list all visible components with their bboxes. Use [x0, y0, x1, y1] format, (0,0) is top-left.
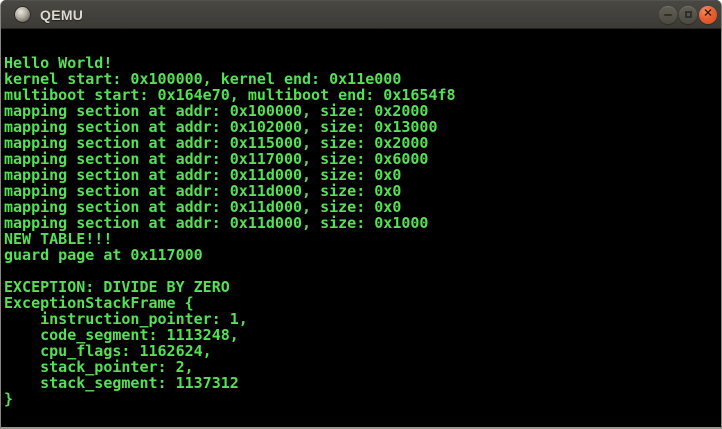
- maximize-button[interactable]: [679, 5, 697, 24]
- terminal-line: Hello World!: [4, 54, 113, 72]
- titlebar[interactable]: QEMU ✕: [1, 0, 721, 29]
- terminal-line: [4, 263, 721, 279]
- terminal-line: mapping section at addr: 0x11d000, size:…: [4, 214, 429, 232]
- terminal-line: mapping section at addr: 0x100000, size:…: [4, 102, 429, 120]
- terminal-line: stack_segment: 1137312: [4, 374, 239, 392]
- qemu-app-icon: [15, 7, 30, 22]
- terminal-line: mapping section at addr: 0x115000, size:…: [4, 134, 429, 152]
- terminal-line: }: [4, 390, 14, 408]
- window-controls: ✕: [659, 5, 717, 24]
- terminal-line: code_segment: 1113248,: [4, 326, 239, 344]
- terminal-line: mapping section at addr: 0x11d000, size:…: [4, 182, 402, 200]
- terminal-line: mapping section at addr: 0x11d000, size:…: [4, 166, 402, 184]
- terminal-line: mapping section at addr: 0x11d000, size:…: [4, 198, 402, 216]
- terminal-line: NEW TABLE!!!: [4, 230, 113, 248]
- terminal-line: stack_pointer: 2,: [4, 358, 194, 376]
- terminal-line: kernel start: 0x100000, kernel end: 0x11…: [4, 70, 402, 88]
- terminal-line: multiboot start: 0x164e70, multiboot end…: [4, 86, 456, 104]
- terminal-line: instruction_pointer: 1,: [4, 310, 248, 328]
- close-icon: ✕: [703, 7, 713, 20]
- minimize-button[interactable]: [659, 5, 677, 24]
- maximize-icon: [684, 11, 692, 18]
- terminal-line: EXCEPTION: DIVIDE BY ZERO: [4, 278, 230, 296]
- terminal-line: ExceptionStackFrame {: [4, 294, 194, 312]
- terminal-line: guard page at 0x117000: [4, 246, 203, 264]
- close-button[interactable]: ✕: [699, 5, 717, 24]
- terminal-line: mapping section at addr: 0x117000, size:…: [4, 150, 429, 168]
- terminal-screen[interactable]: Hello World! kernel start: 0x100000, ker…: [1, 29, 721, 427]
- window-title: QEMU: [40, 6, 84, 23]
- terminal-line: cpu_flags: 1162624,: [4, 342, 212, 360]
- minimize-icon: [664, 13, 672, 16]
- terminal-line: mapping section at addr: 0x102000, size:…: [4, 118, 438, 136]
